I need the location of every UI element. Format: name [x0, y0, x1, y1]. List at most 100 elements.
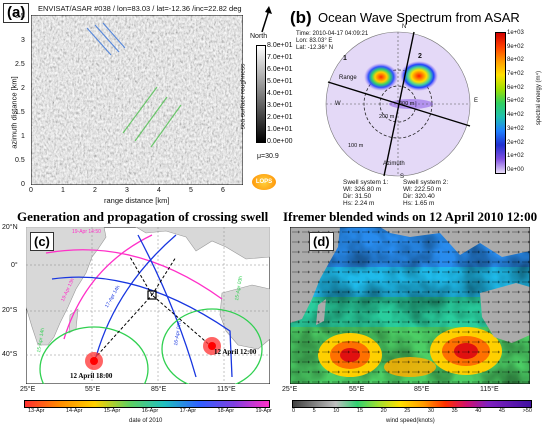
panel-a-colorbar — [256, 45, 266, 143]
cbar-tick: 40 — [475, 408, 482, 414]
panel-c-colorbar-ticks: 13-Apr 14-Apr 15-Apr 16-Apr 17-Apr 18-Ap… — [28, 408, 272, 414]
green-crest-lines — [122, 86, 182, 148]
cbar-tick: 0e+00 — [507, 166, 524, 173]
peak-1-label: 1 — [343, 55, 347, 62]
panel-b-title: Ocean Wave Spectrum from ASAR — [318, 10, 520, 25]
a-xtick: 3 — [125, 187, 129, 194]
panel-b-colorbar-label: spectral energy (m⁴) — [536, 70, 542, 126]
panel-c-letter: (c) — [30, 232, 54, 251]
panel-d-colorbar-label: wind speed(knots) — [386, 418, 435, 424]
compass-s: S — [400, 174, 405, 180]
cbar-tick: 6.0e+01 — [267, 66, 293, 73]
panel-b-colorbar — [495, 32, 506, 174]
d-lon-tick: 85°E — [414, 386, 430, 393]
cbar-tick: 3e+02 — [507, 125, 524, 132]
info-lon: Lon: 83.03° E — [296, 38, 333, 44]
compass-w: W — [335, 101, 341, 107]
azimuth-label: Azimuth — [383, 161, 405, 167]
cbar-tick: 30 — [427, 408, 435, 414]
cbar-tick: 1.0e+01 — [267, 126, 293, 133]
swell-1-wl: Wl: 326.80 m — [343, 186, 382, 193]
cbar-tick: 17-Apr — [179, 408, 197, 414]
cbar-tick: 2e+02 — [507, 139, 524, 146]
ring-label-400: 400 m — [399, 101, 415, 107]
swell-2-dir: Dir: 320.40 — [403, 193, 435, 200]
swell-system-2: Swell system 2: Wl: 222.50 m Dir: 320.40… — [403, 179, 448, 207]
sar-image — [31, 15, 243, 185]
panel-a-letter: (a) — [3, 3, 30, 23]
swell-2-wl: Wl: 222.50 m — [403, 186, 442, 193]
a-xtick: 1 — [61, 187, 65, 194]
panel-a-colorbar-ticks: 8.0e+01 7.0e+01 6.0e+01 5.0e+01 4.0e+01 … — [267, 42, 293, 150]
lops-logo: LOPS — [252, 174, 276, 190]
a-ytick: 0 — [21, 181, 25, 188]
d-lon-tick: 55°E — [349, 386, 365, 393]
cbar-tick: 8e+02 — [507, 57, 524, 64]
cbar-tick: 1e+03 — [507, 30, 524, 36]
cbar-tick: 15-Apr — [103, 408, 121, 414]
swell-system-1: Swell system 1: Wl: 326.80 m Dir: 31.50 … — [343, 179, 388, 207]
panel-d-title: Ifremer blended winds on 12 April 2010 1… — [283, 209, 538, 224]
panel-a-xlabel: range distance [km] — [104, 196, 170, 205]
panel-c-title: Generation and propagation of crossing s… — [17, 209, 269, 224]
north-arrow-icon — [261, 6, 272, 33]
swell-2-hs: Hs: 1.65 m — [403, 200, 435, 207]
cbar-tick: 1e+02 — [507, 153, 524, 160]
a-ytick: 1 — [21, 133, 25, 140]
panel-d-letter: (d) — [309, 232, 334, 251]
cbar-tick: 45 — [498, 408, 506, 414]
a-ytick: 3 — [21, 37, 25, 44]
cbar-tick: 5e+02 — [507, 98, 524, 105]
ring-label-200: 200 m — [379, 114, 395, 120]
compass-n: N — [402, 24, 407, 30]
panel-b-colorbar-ticks: 1e+03 9e+02 8e+02 7e+02 6e+02 5e+02 4e+0… — [507, 30, 524, 181]
swell-1-dir: Dir: 31.50 — [343, 193, 372, 200]
cbar-tick: 20 — [380, 408, 387, 414]
c-lat-tick: 20°N — [2, 224, 18, 231]
cbar-tick: 10 — [333, 408, 340, 414]
cbar-tick: 7e+02 — [507, 71, 524, 78]
c-lat-tick: 0° — [11, 262, 18, 269]
cbar-tick: 0.0e+00 — [267, 138, 293, 145]
swell-2-title: Swell system 2: — [403, 179, 449, 186]
swell-1-hs: Hs: 2.24 m — [343, 200, 375, 207]
swell-1-title: Swell system 1: — [343, 179, 389, 186]
storm-2-label: 12 April 12:00 — [214, 348, 257, 356]
cbar-tick: 0 — [292, 408, 296, 414]
range-label: Range — [339, 75, 357, 81]
cbar-tick: 2.0e+01 — [267, 114, 293, 121]
cbar-tick: 19-Apr — [255, 408, 272, 414]
ring-label-100: 100 m — [348, 143, 364, 149]
cbar-tick: 7.0e+01 — [267, 54, 293, 61]
a-ytick: 2 — [21, 85, 25, 92]
panel-b-letter: (b) — [290, 8, 312, 27]
swell-propagation-map — [26, 227, 270, 384]
cbar-tick: 3.0e+01 — [267, 102, 293, 109]
a-ytick: 1.5 — [15, 109, 25, 116]
a-ytick: 3.5 — [15, 13, 25, 20]
swell-arcs — [39, 234, 263, 384]
compass-e: E — [474, 98, 479, 104]
panel-b-cbar-label-box: spectral energy (m⁴) — [534, 40, 544, 160]
d-lon-tick: 115°E — [480, 386, 499, 393]
a-xtick: 2 — [93, 187, 97, 194]
c-lon-tick: 115°E — [217, 386, 236, 393]
wave-spectrum-plot — [325, 31, 471, 177]
a-ytick: 0.5 — [15, 157, 25, 164]
panel-a-header: ENVISAT/ASAR #038 / lon=83.03 / lat=-12.… — [38, 4, 242, 13]
cbar-tick: 14-Apr — [65, 408, 83, 414]
cbar-tick: 4e+02 — [507, 112, 524, 119]
wind-speed-map — [290, 227, 530, 384]
panel-d-colorbar-ticks: 0 5 10 15 20 25 30 35 40 45 >50 — [292, 408, 532, 414]
a-xtick: 6 — [221, 187, 225, 194]
c-lat-tick: 20°S — [2, 307, 18, 314]
info-time: Time: 2010-04-17 04:09:21 — [296, 31, 369, 37]
storm-1-label: 12 April 18:00 — [70, 372, 113, 380]
info-lat: Lat: -12.36° N — [296, 45, 334, 51]
d-lon-tick: 25°E — [282, 386, 298, 393]
cbar-tick: 35 — [451, 408, 458, 414]
cbar-tick: 25 — [404, 408, 411, 414]
a-xtick: 0 — [29, 187, 33, 194]
cbar-tick: 15 — [356, 408, 364, 414]
cbar-tick: >50 — [522, 408, 532, 414]
